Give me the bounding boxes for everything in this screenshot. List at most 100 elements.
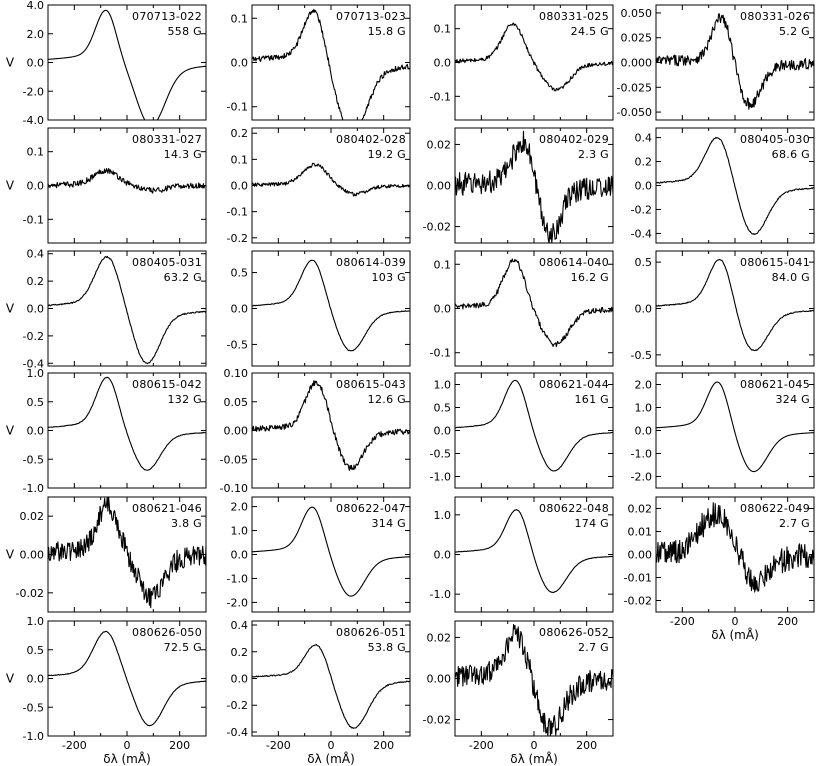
panel-field-label: 84.0 G bbox=[772, 271, 810, 284]
panel-field-label: 324 G bbox=[775, 393, 810, 406]
panel-field-label: 2.7 G bbox=[779, 517, 810, 530]
panel-080622-047: -2.0 -1.0 0.0 1.0 2.0 080622-047 314 G bbox=[227, 496, 411, 613]
y-tick-label: -0.5 bbox=[227, 338, 248, 351]
y-tick-label: 0.0 bbox=[231, 57, 249, 70]
y-tick-label: -0.4 bbox=[631, 227, 652, 240]
x-tick-label: 0 bbox=[328, 739, 335, 752]
y-axis-title: V bbox=[6, 548, 15, 562]
y-tick-label: -1.0 bbox=[227, 572, 248, 585]
panel-id-label: 080621-046 bbox=[132, 502, 202, 515]
panel-080626-051: -0.4 -0.2 0.0 0.2 0.4 -200 0 200 δλ (mÅ) 080626-0… bbox=[227, 619, 411, 766]
panel-field-label: 161 G bbox=[574, 393, 609, 406]
y-tick-label: 0.025 bbox=[621, 32, 653, 45]
y-tick-label: 0.02 bbox=[427, 138, 452, 151]
panel-080621-045: -2.0 -1.0 0.0 1.0 2.0 080621-045 324 G bbox=[631, 372, 815, 489]
y-axis-title: V bbox=[6, 424, 15, 438]
y-tick-label: 0.0 bbox=[434, 549, 452, 562]
y-tick-label: -0.1 bbox=[227, 101, 248, 114]
panel-id-label: 080622-047 bbox=[336, 502, 406, 515]
panel-id-label: 080621-044 bbox=[539, 378, 609, 391]
y-tick-label: 0.4 bbox=[231, 619, 249, 632]
panel-080622-048: -1.0 0.0 1.0 080622-048 174 G bbox=[430, 496, 614, 613]
y-tick-label: 2.0 bbox=[231, 501, 249, 514]
stokes-v-curve bbox=[47, 630, 207, 727]
x-axis-title: δλ (mÅ) bbox=[103, 751, 151, 766]
y-tick-label: -0.02 bbox=[423, 221, 451, 234]
y-tick-label: 0.0 bbox=[434, 303, 452, 316]
y-tick-label: 0.2 bbox=[635, 156, 653, 169]
x-axis-title: δλ (mÅ) bbox=[307, 751, 355, 766]
y-tick-label: 0.1 bbox=[27, 146, 45, 159]
panel-id-label: 070713-023 bbox=[336, 10, 406, 23]
panel-id-label: 080615-041 bbox=[740, 256, 810, 269]
y-tick-label: 0.0 bbox=[231, 180, 249, 193]
y-tick-label: 0.0 bbox=[635, 180, 653, 193]
panel-field-label: 63.2 G bbox=[164, 271, 202, 284]
y-tick-label: -0.2 bbox=[631, 203, 652, 216]
panel-field-label: 19.2 G bbox=[368, 148, 406, 161]
y-tick-label: 0.0 bbox=[27, 57, 45, 70]
panel-field-label: 174 G bbox=[574, 517, 609, 530]
stokes-v-curve bbox=[251, 162, 411, 197]
panel-field-label: 24.5 G bbox=[571, 25, 609, 38]
y-tick-label: -2.0 bbox=[227, 596, 248, 609]
panel-field-label: 5.2 G bbox=[779, 25, 810, 38]
panel-080405-031: -0.4 -0.2 0.0 0.2 0.4 V 080405-031 63.2 G bbox=[6, 248, 207, 370]
y-tick-label: 0.5 bbox=[434, 402, 452, 415]
y-tick-label: -0.5 bbox=[23, 701, 44, 714]
x-tick-label: 200 bbox=[777, 615, 798, 628]
panel-id-label: 080626-051 bbox=[336, 626, 406, 639]
panel-id-label: 080331-026 bbox=[740, 10, 810, 23]
y-tick-label: 0.1 bbox=[231, 12, 249, 25]
y-tick-label: -0.2 bbox=[23, 330, 44, 343]
panel-id-label: 080621-045 bbox=[740, 378, 810, 391]
panel-id-label: 080331-025 bbox=[539, 10, 609, 23]
y-tick-label: 0.1 bbox=[434, 23, 452, 36]
stokes-v-curve bbox=[655, 502, 815, 593]
panel-080626-050: -1.0 -0.5 0.0 0.5 1.0 -200 0 200 δλ (mÅ) V 080626-… bbox=[6, 615, 207, 766]
y-tick-label: 0.0 bbox=[434, 425, 452, 438]
y-tick-label: 0.0 bbox=[27, 673, 45, 686]
stokes-v-curve bbox=[655, 258, 815, 352]
y-tick-label: 0.050 bbox=[621, 7, 653, 20]
y-tick-label: 1.0 bbox=[231, 525, 249, 538]
y-tick-label: 0.1 bbox=[231, 153, 249, 166]
y-tick-label: 0.0 bbox=[635, 303, 653, 316]
panel-field-label: 2.7 G bbox=[578, 641, 609, 654]
y-tick-label: -1.0 bbox=[23, 730, 44, 743]
panel-080331-026: -0.050 -0.025 0.000 0.025 0.050 080331-026 5.2… bbox=[617, 4, 815, 121]
y-tick-label: 0.0 bbox=[635, 425, 653, 438]
y-tick-label: 0.5 bbox=[27, 644, 45, 657]
panel-id-label: 080405-030 bbox=[740, 133, 810, 146]
y-tick-label: 0.00 bbox=[427, 180, 452, 193]
y-tick-label: 0.0 bbox=[27, 180, 45, 193]
panel-080402-028: -0.2 -0.1 0.0 0.1 0.2 080402-028 19.2 G bbox=[227, 127, 411, 245]
y-tick-label: 0.0 bbox=[27, 303, 45, 316]
panel-080402-029: -0.02 0.00 0.02 080402-029 2.3 G bbox=[423, 127, 614, 244]
panel-080615-042: -1.0 -0.5 0.0 0.5 1.0 V 080615-042 132 G bbox=[6, 367, 207, 495]
panel-id-label: 080626-052 bbox=[539, 626, 609, 639]
y-tick-label: 0.5 bbox=[635, 256, 653, 269]
y-tick-label: -0.1 bbox=[430, 90, 451, 103]
panel-070713-022: -4.0 -2.0 0.0 2.0 4.0 V 070713-022 558 G bbox=[6, 0, 207, 127]
y-tick-label: -0.025 bbox=[617, 81, 652, 94]
stokes-v-curve bbox=[47, 255, 207, 365]
stokes-v-curve bbox=[251, 380, 411, 471]
panel-id-label: 080622-048 bbox=[539, 502, 609, 515]
y-tick-label: -0.5 bbox=[23, 453, 44, 466]
y-axis-title: V bbox=[6, 672, 15, 686]
panel-080614-040: -0.1 0.0 0.1 080614-040 16.2 G bbox=[430, 250, 614, 367]
y-tick-label: 0.1 bbox=[434, 258, 452, 271]
y-tick-label: 0.02 bbox=[427, 631, 452, 644]
y-tick-label: 0.00 bbox=[628, 549, 653, 562]
x-tick-label: 200 bbox=[169, 739, 190, 752]
panel-080621-044: -1.0 -0.5 0.0 0.5 1.0 080621-044 161 G bbox=[430, 372, 614, 489]
y-tick-label: 0.2 bbox=[231, 127, 249, 140]
y-tick-label: 0.4 bbox=[27, 248, 45, 261]
y-tick-label: 0.5 bbox=[27, 396, 45, 409]
y-tick-label: 0.02 bbox=[628, 503, 653, 516]
y-tick-label: -0.10 bbox=[220, 482, 248, 495]
panel-080331-027: -0.1 0.0 0.1 V 080331-027 14.3 G bbox=[6, 127, 207, 244]
panel-070713-023: -0.1 0.0 0.1 070713-023 15.8 G bbox=[227, 4, 411, 121]
panel-080405-030: -0.4 -0.2 0.0 0.2 0.4 080405-030 68.6 G bbox=[631, 127, 815, 244]
